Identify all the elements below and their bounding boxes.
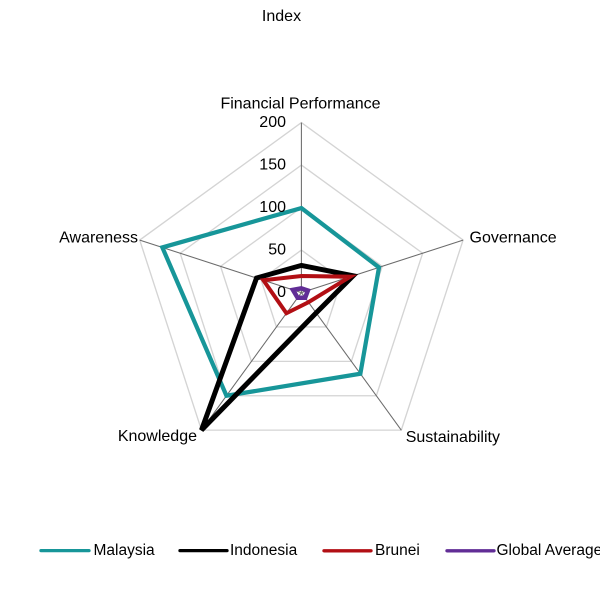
svg-text:Global Average: Global Average bbox=[497, 542, 600, 559]
svg-text:Malaysia: Malaysia bbox=[94, 542, 156, 559]
svg-text:Governance: Governance bbox=[470, 230, 557, 247]
svg-text:Brunei: Brunei bbox=[375, 542, 420, 559]
svg-text:Index: Index bbox=[262, 8, 301, 25]
svg-text:150: 150 bbox=[259, 156, 286, 173]
svg-text:0: 0 bbox=[277, 284, 286, 301]
svg-text:Knowledge: Knowledge bbox=[118, 428, 197, 445]
svg-text:Financial Performance: Financial Performance bbox=[220, 96, 380, 113]
svg-text:Sustainability: Sustainability bbox=[406, 429, 500, 446]
svg-text:100: 100 bbox=[259, 199, 286, 216]
svg-text:Indonesia: Indonesia bbox=[230, 542, 298, 559]
svg-text:200: 200 bbox=[259, 114, 286, 131]
svg-text:Awareness: Awareness bbox=[59, 230, 138, 247]
svg-text:50: 50 bbox=[268, 241, 286, 258]
